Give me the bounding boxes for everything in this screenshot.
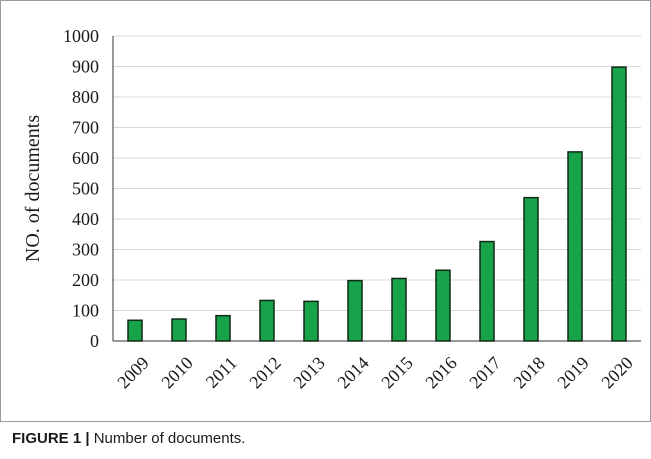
y-tick-label: 500 <box>72 179 99 199</box>
x-tick-labels: 2009 2010 2011 2012 2013 2014 2015 2016 2017 2018… <box>113 353 637 393</box>
x-tick-label: 2015 <box>377 353 417 393</box>
y-tick-label: 100 <box>72 301 99 321</box>
bar-2015 <box>391 277 407 342</box>
y-tick-label: 1000 <box>63 26 99 46</box>
x-tick-label: 2020 <box>597 353 637 393</box>
x-tick-label: 2012 <box>245 353 285 393</box>
y-axis-label: NO. of documents <box>22 115 44 262</box>
bar-2009 <box>127 319 143 342</box>
y-tick-label: 300 <box>72 240 99 260</box>
bar-2011 <box>215 314 231 342</box>
bar-2016 <box>435 269 451 342</box>
bar-2012 <box>259 299 275 342</box>
x-tick-label: 2018 <box>509 353 549 393</box>
bar-2019 <box>567 151 583 342</box>
bar-2010 <box>171 318 187 342</box>
y-tick-label: 700 <box>72 118 99 138</box>
y-tick-labels: 0 100 200 300 400 500 600 700 800 900 1000 <box>63 26 99 351</box>
x-tick-label: 2016 <box>421 353 461 393</box>
figure-caption-text: Number of documents. <box>89 430 246 447</box>
y-tick-label: 600 <box>72 148 99 168</box>
x-tick-label: 2009 <box>113 353 153 393</box>
y-tick-label: 200 <box>72 270 99 290</box>
y-tick-label: 0 <box>90 331 99 351</box>
figure-label: FIGURE 1 | <box>12 430 90 447</box>
x-tick-label: 2019 <box>553 353 593 393</box>
y-tick-label: 800 <box>72 87 99 107</box>
figure-caption: FIGURE 1 | Number of documents. <box>12 430 245 447</box>
bar-2014 <box>347 279 363 342</box>
x-tick-label: 2011 <box>202 353 241 392</box>
bar-2013 <box>303 300 319 342</box>
x-tick-label: 2017 <box>465 353 505 393</box>
chart-frame: 0 100 200 300 400 500 600 700 800 900 1000 2009 201… <box>0 0 651 422</box>
y-tick-label: 400 <box>72 209 99 229</box>
bars <box>127 66 627 342</box>
bar-2017 <box>479 240 495 342</box>
grid-lines <box>113 35 641 342</box>
x-tick-label: 2014 <box>333 353 373 393</box>
bar-2020 <box>611 66 627 342</box>
bar-2018 <box>523 196 539 342</box>
y-tick-label: 900 <box>72 57 99 77</box>
x-tick-label: 2013 <box>289 353 329 393</box>
x-tick-label: 2010 <box>157 353 197 393</box>
